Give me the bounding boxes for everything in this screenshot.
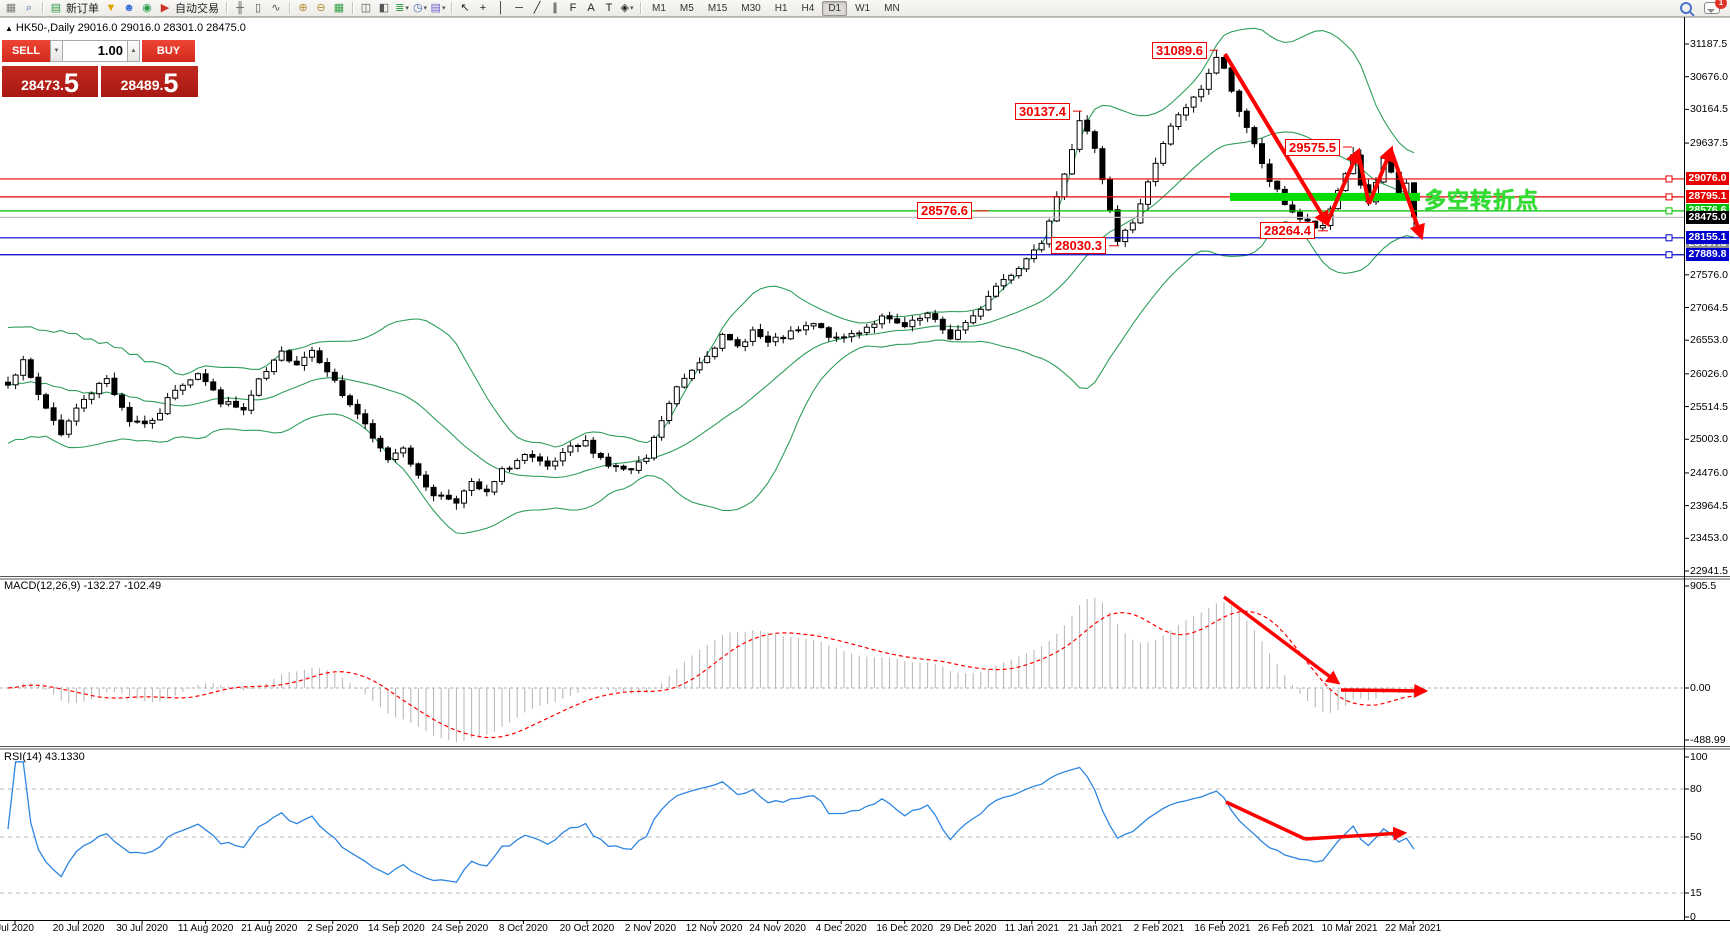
trend-arrow xyxy=(1223,52,1330,228)
macd-trend-arrow xyxy=(1340,683,1429,698)
signals-icon[interactable]: ◉ xyxy=(142,1,152,14)
cascade-window-icon[interactable]: ◧ xyxy=(378,1,390,14)
zoom-in-icon[interactable]: ⊕ xyxy=(298,1,308,14)
rsi-trend-arrow xyxy=(1304,826,1408,841)
line-mode-icon[interactable]: ∿ xyxy=(271,1,281,14)
trend-arrow xyxy=(1325,147,1361,224)
timeframe-button-H1[interactable]: H1 xyxy=(774,2,788,14)
new-window-icon[interactable]: ◫ xyxy=(360,1,372,14)
bars-mode-icon[interactable]: ╫ xyxy=(236,1,244,14)
algo-trading-icon[interactable]: ▶ xyxy=(160,1,170,14)
one-click-trade-panel: SELL ▼ 1.00 ▲ BUY 28473. 5 28489. 5 xyxy=(2,40,198,97)
macd-signal-line xyxy=(7,610,1415,739)
sell-price-last-digit: 5 xyxy=(63,68,79,98)
zoom-out-icon[interactable]: ⊖ xyxy=(316,1,326,14)
trend-arrow xyxy=(1389,149,1425,241)
buy-price-last-digit: 5 xyxy=(163,68,179,98)
toolbar-separator xyxy=(289,2,290,14)
toolbar-separator xyxy=(226,2,227,14)
algo-trading-label[interactable]: 自动交易 xyxy=(175,3,219,15)
timeframe-button-M1[interactable]: M1 xyxy=(652,2,666,14)
search-icon[interactable] xyxy=(1680,2,1692,14)
channel-icon[interactable]: ∥ xyxy=(552,1,558,14)
toolbar: ▦ ⌕ ▤ 新订单 ▼ ☻ ◉ ▶ 自动交易 ╫ ▯ ∿ ⊕ ⊖ ▦ ◫ ◧ ≣ ▾ ◷ ▾ ▤ ▾ ↖ + │ ─ ╱ ∥ F A T ◈ ▾ M… xyxy=(0,0,1730,17)
new-chart-icon[interactable]: ▦ xyxy=(5,1,17,14)
chat-icon[interactable]: 1 xyxy=(1704,0,1727,14)
candles-mode-icon[interactable]: ▯ xyxy=(254,1,262,14)
dropdown-caret-icon[interactable]: ▾ xyxy=(423,4,428,12)
macd-trend-arrow xyxy=(1222,595,1341,685)
cursor-icon[interactable]: ↖ xyxy=(460,1,470,14)
timeframe-button-H4[interactable]: H4 xyxy=(801,2,815,14)
text-icon[interactable]: A xyxy=(587,1,595,14)
timeframe-button-M15[interactable]: M15 xyxy=(707,2,728,14)
bollinger-upper xyxy=(7,27,1415,448)
volume-decrease-button[interactable]: ▼ xyxy=(50,40,63,62)
crosshair-preview-icon[interactable]: ⌕ xyxy=(25,1,33,14)
candles-layer xyxy=(0,27,1684,535)
search-icon[interactable] xyxy=(1680,2,1692,14)
label-icon[interactable]: T xyxy=(605,1,613,14)
dropdown-caret-icon[interactable]: ▾ xyxy=(441,4,446,12)
chart-frame xyxy=(0,17,1730,924)
trend-arrow xyxy=(1356,151,1371,205)
volume-input[interactable]: 1.00 xyxy=(63,40,127,62)
macd-histogram xyxy=(15,597,1415,742)
templates-icon[interactable]: ▤ ▾ xyxy=(430,1,446,14)
sell-price-int: 28473. xyxy=(21,77,64,93)
periods-icon[interactable]: ◷ ▾ xyxy=(412,1,428,14)
timeframe-button-W1[interactable]: W1 xyxy=(855,2,871,14)
buy-price[interactable]: 28489. 5 xyxy=(101,66,198,97)
fibonacci-icon[interactable]: F xyxy=(569,1,577,14)
volume-increase-button[interactable]: ▲ xyxy=(127,40,140,62)
dropdown-caret-icon[interactable]: ▾ xyxy=(629,4,634,12)
timeframe-button-M30[interactable]: M30 xyxy=(741,2,761,14)
toolbar-separator xyxy=(352,2,353,14)
macd-layer xyxy=(0,595,1684,742)
toolbar-separator xyxy=(42,2,43,14)
new-order-icon[interactable]: ▤ xyxy=(50,1,62,14)
profile-icon[interactable]: ☻ xyxy=(123,1,135,14)
buy-price-int: 28489. xyxy=(120,77,164,93)
horizontal-line-icon[interactable]: ─ xyxy=(515,1,523,14)
timeframe-button-MN[interactable]: MN xyxy=(884,2,900,14)
arrows-icon[interactable]: ◈ ▾ xyxy=(620,1,634,14)
sell-price[interactable]: 28473. 5 xyxy=(2,66,98,97)
trendline-icon[interactable]: ╱ xyxy=(533,1,541,14)
bollinger-middle xyxy=(7,131,1415,479)
vertical-line-icon[interactable]: │ xyxy=(497,1,505,14)
rsi-line xyxy=(7,761,1415,883)
deposit-icon[interactable]: ▼ xyxy=(105,1,117,14)
new-order-label[interactable]: 新订单 xyxy=(66,3,99,15)
tile-windows-icon[interactable]: ▦ xyxy=(333,1,345,14)
dropdown-caret-icon[interactable]: ▾ xyxy=(405,4,409,12)
toolbar-separator xyxy=(640,2,641,14)
sell-button[interactable]: SELL xyxy=(2,40,50,62)
rsi-trend-arrow xyxy=(1225,800,1306,841)
turning-point-green-bar xyxy=(1230,192,1420,201)
toolbar-separator xyxy=(451,2,452,14)
buy-button[interactable]: BUY xyxy=(142,40,195,62)
timeframe-button-M5[interactable]: M5 xyxy=(679,2,694,14)
indicators-icon[interactable]: ≣ ▾ xyxy=(395,1,409,14)
timeframe-button-D1[interactable]: D1 xyxy=(822,0,848,16)
toolbar-right-group: 1 xyxy=(1680,0,1730,14)
trend-arrow xyxy=(1367,145,1395,205)
rsi-layer xyxy=(0,761,1684,894)
bollinger-lower xyxy=(7,220,1415,535)
crosshair-icon[interactable]: + xyxy=(479,1,487,14)
notification-badge[interactable]: 1 xyxy=(1715,0,1727,9)
